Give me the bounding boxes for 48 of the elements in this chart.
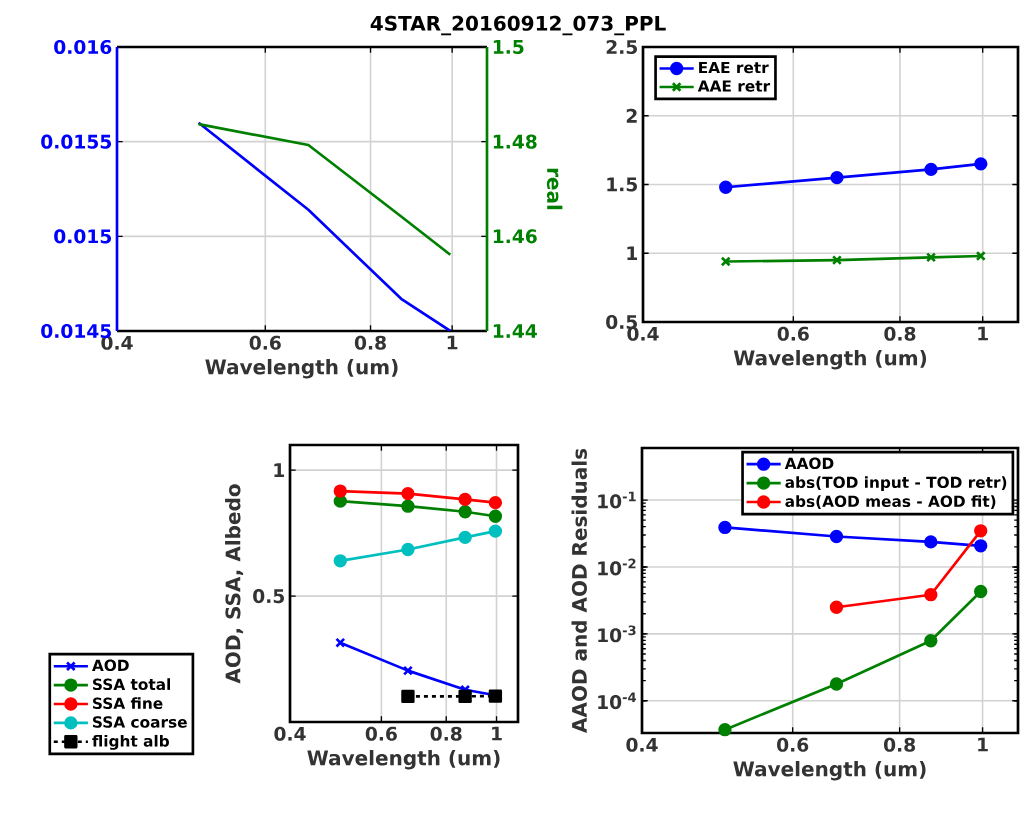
legend-label: AOD <box>92 659 129 672</box>
y2-axis-title: real <box>546 168 563 210</box>
x-axis-title: Wavelength (um) <box>307 749 500 770</box>
legend-label: SSA coarse <box>93 716 187 728</box>
y-tick-label: 0.016 <box>54 39 112 55</box>
x-tick-label: 1 <box>447 335 458 350</box>
x-axis-title: Wavelength (um) <box>205 358 398 379</box>
y2-tick-label: 1.5 <box>493 40 524 54</box>
chart-title: 4STAR_20160912_073_PPL <box>370 15 666 36</box>
y-tick-label: 0.0155 <box>41 134 112 149</box>
x-axis-title: Wavelength (um) <box>733 349 927 370</box>
x-tick-label: 0.8 <box>884 326 916 341</box>
y-tick-label: 2.5 <box>606 39 637 55</box>
x-tick-label: 0.6 <box>777 737 809 752</box>
legend-label: AAOD <box>784 457 834 470</box>
x-tick-label: 0.6 <box>777 326 809 341</box>
x-tick-label: 0.4 <box>626 737 658 752</box>
y-tick-label: 1 <box>627 246 638 261</box>
y-tick-label: 10$^{-1}$ <box>598 491 636 509</box>
legend-label: abs(TOD input - TOD retr) <box>785 476 1007 492</box>
legend-label: SSA total <box>93 678 171 691</box>
legend-label: AAE retr <box>697 80 771 92</box>
y-tick-label: 0.5 <box>253 589 284 604</box>
legend-label: EAE retr <box>699 61 769 74</box>
x-tick-label: 1 <box>978 737 988 752</box>
y-tick-label: 10$^{-3}$ <box>598 625 636 643</box>
y2-tick-label: 1.48 <box>493 134 537 149</box>
x-tick-label: 1 <box>978 326 988 341</box>
y-tick-label: 2 <box>626 108 637 123</box>
x-tick-label: 0.6 <box>249 335 281 350</box>
y-tick-label: 1.5 <box>607 177 637 192</box>
y-axis-title: AAOD and AOD Residuals <box>571 448 587 733</box>
legend-label: abs(AOD meas - AOD fit) <box>785 495 996 509</box>
y2-tick-label: 1.46 <box>493 229 537 244</box>
x-axis-title: Wavelength (um) <box>733 760 926 781</box>
x-tick-label: 0.8 <box>884 737 916 752</box>
x-tick-label: 1 <box>492 726 502 741</box>
x-tick-label: 0.4 <box>274 726 306 741</box>
x-tick-label: 0.8 <box>354 335 386 350</box>
legend-label: flight alb <box>92 734 169 750</box>
y-tick-label: 10$^{-2}$ <box>598 558 636 576</box>
y2-tick-label: 1.44 <box>493 324 537 338</box>
y-axis-title: AOD, SSA, Albedo <box>225 484 244 684</box>
x-tick-label: 0.8 <box>430 726 462 741</box>
x-tick-label: 0.6 <box>365 726 397 741</box>
legend-label: SSA fine <box>93 697 163 710</box>
y-tick-label: 0.015 <box>54 229 112 244</box>
y-tick-label: 10$^{-4}$ <box>598 692 637 710</box>
